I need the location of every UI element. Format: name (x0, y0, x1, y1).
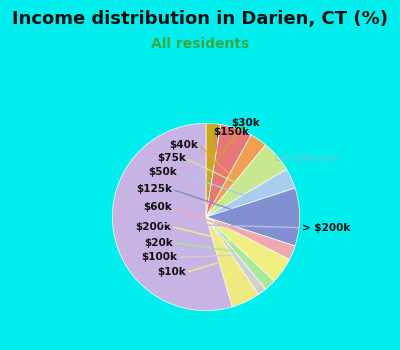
Text: $200k: $200k (135, 222, 171, 232)
Text: $60k: $60k (143, 202, 172, 212)
Wedge shape (206, 123, 221, 217)
Text: City-Data.com: City-Data.com (275, 154, 339, 163)
Wedge shape (206, 145, 286, 217)
Wedge shape (206, 217, 295, 259)
Wedge shape (206, 125, 251, 217)
Wedge shape (206, 217, 259, 307)
Wedge shape (206, 217, 274, 289)
Text: > $200k: > $200k (302, 223, 350, 233)
Text: $10k: $10k (157, 267, 186, 277)
Text: $40k: $40k (170, 140, 198, 150)
Wedge shape (112, 123, 232, 311)
Text: $75k: $75k (157, 154, 186, 163)
Text: $50k: $50k (148, 167, 177, 177)
Wedge shape (206, 217, 266, 294)
Text: $20k: $20k (144, 238, 173, 247)
Text: $100k: $100k (141, 252, 177, 262)
Text: Income distribution in Darien, CT (%): Income distribution in Darien, CT (%) (12, 10, 388, 28)
Text: $125k: $125k (136, 184, 172, 194)
Text: All residents: All residents (151, 37, 249, 51)
Wedge shape (206, 169, 295, 217)
Wedge shape (206, 217, 290, 281)
Text: $150k: $150k (214, 127, 250, 137)
Wedge shape (206, 135, 266, 217)
Wedge shape (206, 188, 300, 246)
Text: $30k: $30k (231, 118, 260, 128)
